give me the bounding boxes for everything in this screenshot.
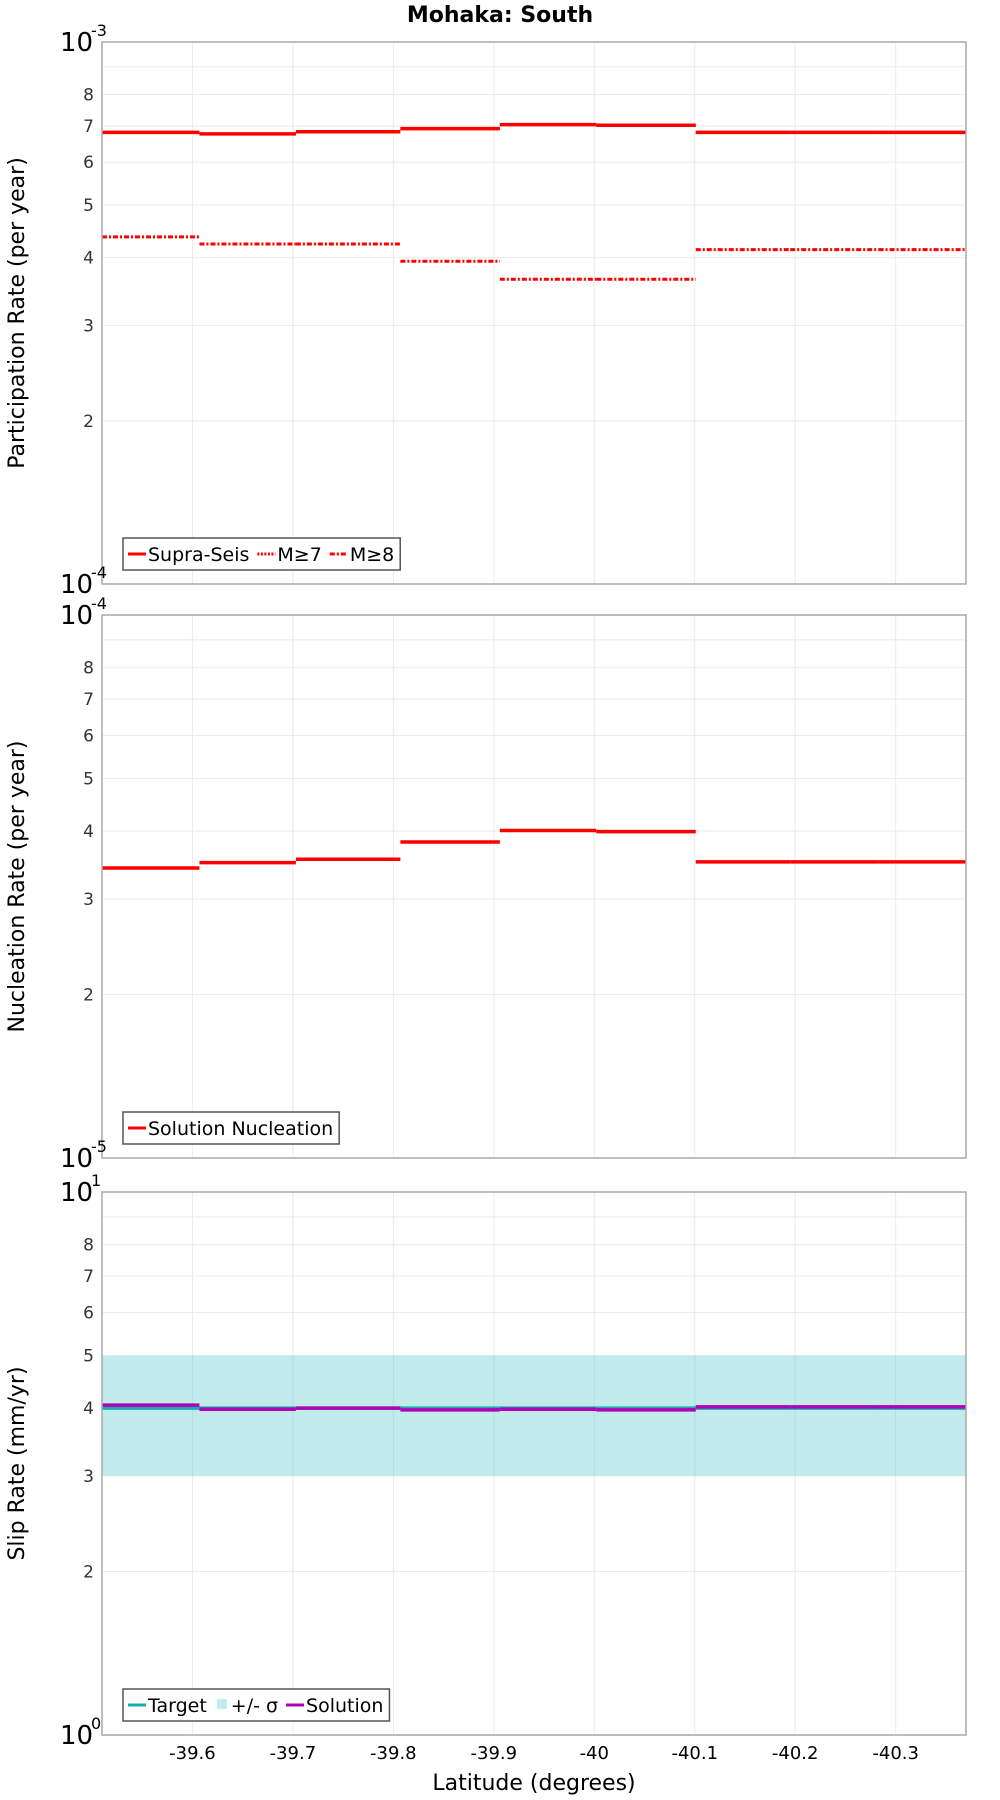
sigma-band-segment xyxy=(499,1355,597,1476)
y-tick-label: 5 xyxy=(83,1346,94,1366)
plot-frame xyxy=(101,1191,967,1736)
y-tick-label: 7 xyxy=(83,117,94,137)
y-tick-label: 2 xyxy=(83,412,94,432)
y-decade-label: 10 xyxy=(60,1144,93,1174)
legend-label: Solution Nucleation xyxy=(148,1118,333,1140)
x-tick-label: -39.9 xyxy=(471,1743,518,1764)
y-tick-label: 3 xyxy=(83,316,94,336)
y-axis-label: Slip Rate (mm/yr) xyxy=(5,1366,30,1560)
grid xyxy=(102,615,966,1158)
x-axis: -39.6 -39.7 -39.8 -39.9 -40 -40.1 -40.2 -40.3 xyxy=(169,1743,919,1764)
series-lines xyxy=(102,828,966,870)
y-decade-label: 10 xyxy=(60,1721,93,1751)
series-lines xyxy=(102,122,966,281)
x-tick-label: -40.2 xyxy=(772,1743,819,1764)
y-decade-exponent: -4 xyxy=(91,594,107,613)
y-decade-exponent: -3 xyxy=(91,21,107,40)
legend-box xyxy=(122,1111,340,1145)
plot-frame xyxy=(101,41,967,585)
y-axis-label: Nucleation Rate (per year) xyxy=(5,741,30,1033)
legend: Supra-Seis M≥7 M≥8 xyxy=(122,537,401,571)
x-axis-label: Latitude (degrees) xyxy=(432,1771,635,1796)
legend: Target +/- σ Solution xyxy=(122,1688,391,1722)
legend-label: Target xyxy=(147,1695,207,1717)
y-decade-exponent: -5 xyxy=(91,1137,107,1156)
plot-frame xyxy=(101,614,967,1159)
y-tick-label: 6 xyxy=(83,726,94,746)
legend-label: M≥7 xyxy=(277,544,321,566)
y-tick-label: 2 xyxy=(83,1563,94,1583)
y-axis-label: Participation Rate (per year) xyxy=(5,157,30,469)
legend-label: Supra-Seis xyxy=(148,544,249,566)
y-tick-label: 5 xyxy=(83,769,94,789)
sigma-band-segment xyxy=(102,1355,200,1476)
legend-swatch xyxy=(216,1699,227,1709)
sigma-band-segment xyxy=(295,1355,401,1476)
y-tick-label: 3 xyxy=(83,890,94,910)
y-decade-label: 10 xyxy=(60,601,93,631)
x-tick-label: -39.7 xyxy=(270,1743,317,1764)
legend: Solution Nucleation xyxy=(122,1111,340,1145)
y-tick-label: 3 xyxy=(83,1467,94,1487)
y-decade-exponent: 1 xyxy=(91,1171,101,1190)
legend-label: Solution xyxy=(306,1695,383,1717)
sigma-band-segment xyxy=(199,1355,297,1476)
legend-label: +/- σ xyxy=(231,1695,278,1717)
y-tick-label: 2 xyxy=(83,986,94,1006)
y-decade-label: 10 xyxy=(60,28,93,58)
y-tick-label: 7 xyxy=(83,1267,94,1287)
y-tick-label: 5 xyxy=(83,196,94,216)
y-tick-label: 8 xyxy=(83,659,94,679)
y-tick-label: 4 xyxy=(83,822,94,842)
y-tick-label: 4 xyxy=(83,1399,94,1419)
x-tick-label: -39.8 xyxy=(370,1743,417,1764)
y-tick-label: 4 xyxy=(83,249,94,269)
y-tick-label: 8 xyxy=(83,1236,94,1256)
sigma-band-segment xyxy=(596,1355,697,1476)
x-tick-label: -40.1 xyxy=(671,1743,718,1764)
x-tick-label: -40 xyxy=(580,1743,609,1764)
y-decade-exponent: -4 xyxy=(91,563,107,582)
y-decade-label: 10 xyxy=(60,570,93,600)
y-decade-label: 10 xyxy=(60,1178,93,1208)
series-lines xyxy=(102,1403,966,1412)
x-tick-label: -40.3 xyxy=(872,1743,919,1764)
sigma-band-segment xyxy=(790,1355,880,1476)
chart-title: Mohaka: South xyxy=(407,3,593,28)
sigma-band xyxy=(102,1355,967,1476)
sigma-band-segment xyxy=(400,1355,501,1476)
y-decade-exponent: 0 xyxy=(91,1714,101,1733)
y-tick-label: 6 xyxy=(83,153,94,173)
sigma-band-segment xyxy=(695,1355,791,1476)
y-tick-label: 8 xyxy=(83,86,94,106)
legend-label: M≥8 xyxy=(350,544,394,566)
sigma-band-segment xyxy=(878,1355,967,1476)
x-tick-label: -39.6 xyxy=(169,1743,216,1764)
legend-box xyxy=(122,1688,391,1722)
y-tick-label: 6 xyxy=(83,1303,94,1323)
y-tick-label: 7 xyxy=(83,690,94,710)
